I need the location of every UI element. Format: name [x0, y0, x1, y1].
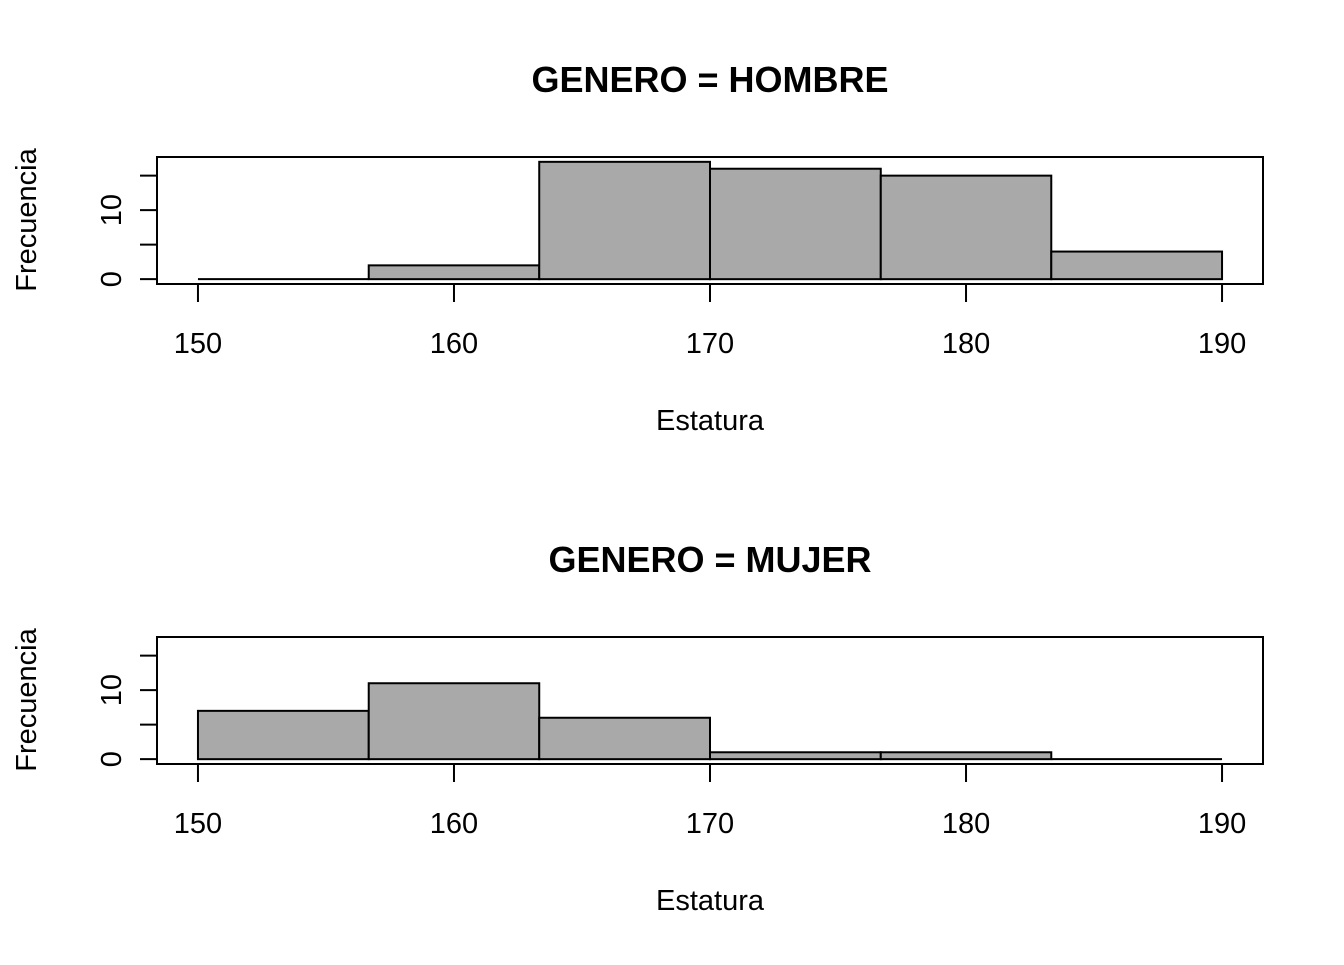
y-axis: 0 10 — [96, 654, 158, 767]
y-axis-label: Frecuencia — [11, 627, 43, 771]
y-tick-label-0: 0 — [96, 271, 128, 287]
bar-2 — [538, 716, 712, 761]
bar-0 — [196, 709, 370, 761]
bar-1 — [367, 264, 541, 281]
x-tick-label-0: 150 — [174, 808, 222, 840]
x-tick-label-4: 190 — [1198, 808, 1246, 840]
x-axis: 150 160 170 180 190 — [174, 763, 1246, 840]
y-tick-label-0: 0 — [96, 751, 128, 767]
bar-3 — [709, 167, 882, 281]
bar-4 — [879, 174, 1053, 281]
bar-3 — [709, 751, 882, 761]
y-tick-label-2: 10 — [96, 194, 128, 226]
y-tick-label-2: 10 — [96, 674, 128, 706]
x-tick-label-1: 160 — [430, 808, 478, 840]
x-axis-label: Estatura — [656, 405, 765, 437]
x-tick-label-2: 170 — [686, 808, 734, 840]
x-tick-label-1: 160 — [430, 328, 478, 360]
x-tick-label-4: 190 — [1198, 328, 1246, 360]
x-tick-label-3: 180 — [942, 328, 990, 360]
x-axis-label: Estatura — [656, 885, 765, 917]
x-tick-label-0: 150 — [174, 328, 222, 360]
x-tick-label-2: 170 — [686, 328, 734, 360]
x-axis: 150 160 170 180 190 — [174, 283, 1246, 360]
x-tick-label-3: 180 — [942, 808, 990, 840]
y-axis-label: Frecuencia — [11, 147, 43, 291]
panel-hombre: GENERO = HOMBRE Estatura Frecuencia 150 1… — [11, 59, 1264, 437]
chart-title: GENERO = MUJER — [548, 539, 871, 580]
panel-mujer: GENERO = MUJER Estatura Frecuencia 150 16… — [11, 539, 1264, 917]
bars — [197, 160, 1224, 281]
bar-4 — [879, 751, 1053, 761]
y-axis: 0 10 — [96, 174, 158, 287]
bar-2 — [538, 160, 712, 281]
bar-5 — [1050, 250, 1224, 281]
bar-1 — [367, 682, 541, 761]
chart-title: GENERO = HOMBRE — [531, 59, 888, 100]
bars — [196, 682, 1223, 761]
